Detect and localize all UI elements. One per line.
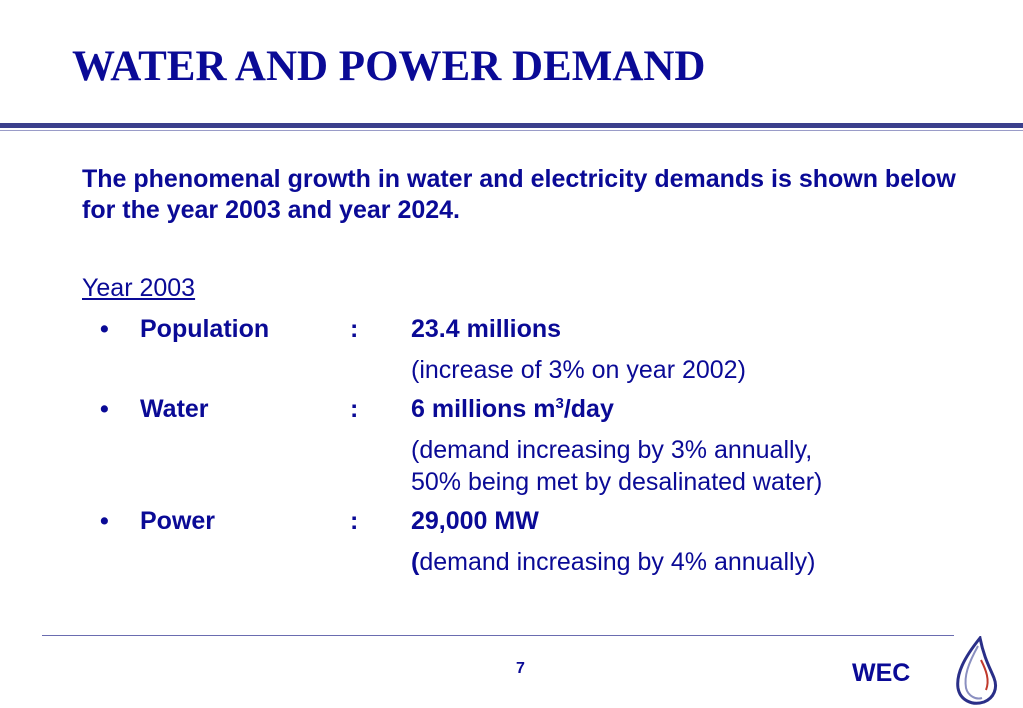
item-note: (increase of 3% on year 2002) xyxy=(411,356,746,384)
note-paren: ( xyxy=(411,548,420,576)
item-value: 23.4 millions xyxy=(411,315,562,343)
item-colon: : xyxy=(350,395,359,423)
item-label: Population xyxy=(140,315,270,343)
year-heading: Year 2003 xyxy=(82,274,196,302)
value-suffix: /day xyxy=(563,395,614,423)
bullet: • xyxy=(100,315,109,343)
item-value: 29,000 MW xyxy=(411,507,539,535)
item-note: (demand increasing by 4% annually) xyxy=(411,546,815,579)
footer-divider xyxy=(42,635,954,636)
item-note: (demand increasing by 3% annually, xyxy=(411,436,813,464)
item-note: 50% being met by desalinated water) xyxy=(411,468,823,496)
note-text: demand increasing by 4% annually) xyxy=(419,548,816,576)
item-colon: : xyxy=(350,507,359,535)
item-colon: : xyxy=(350,315,359,343)
slide-title: WATER AND POWER DEMAND xyxy=(72,43,706,90)
brand-label: WEC xyxy=(852,659,911,687)
page-number: 7 xyxy=(516,660,525,677)
intro-text: The phenomenal growth in water and elect… xyxy=(82,165,956,224)
bullet: • xyxy=(100,395,109,423)
water-drop-logo-icon xyxy=(956,636,998,705)
title-divider-thin xyxy=(0,130,1023,131)
title-divider xyxy=(0,123,1023,128)
item-label: Water xyxy=(140,395,209,423)
item-label: Power xyxy=(140,507,216,535)
bullet: • xyxy=(100,507,109,535)
value-prefix: 6 millions m xyxy=(411,395,556,423)
item-value: 6 millions m3/day xyxy=(411,395,614,424)
value-superscript: 3 xyxy=(555,395,564,412)
